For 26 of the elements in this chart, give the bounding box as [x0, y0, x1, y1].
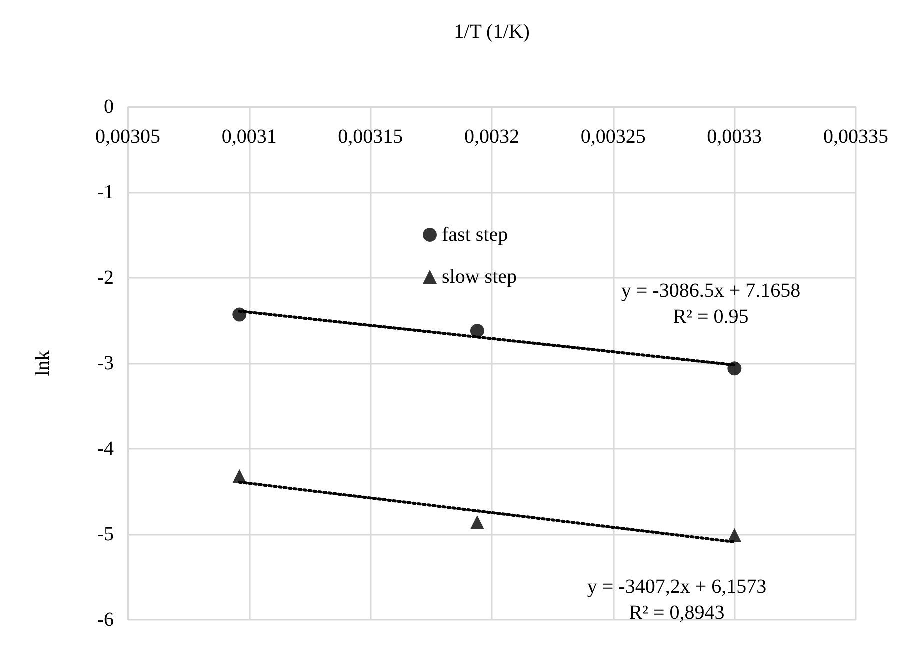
y-tick-label: 0: [104, 96, 114, 118]
x-tick-label: 0,00315: [338, 126, 404, 148]
y-tick-label: -5: [97, 524, 114, 546]
y-tick-label: -2: [97, 267, 114, 289]
y-axis-title: lnk: [32, 350, 54, 376]
point: [470, 324, 484, 338]
x-tick-label: 0,00335: [824, 126, 888, 148]
y-tick-label: -1: [97, 182, 114, 204]
annotation: y = -3086.5x + 7.1658 R² = 0.95: [621, 280, 801, 328]
point: [470, 516, 484, 530]
annotation: y = -3407,2x + 6,1573 R² = 0,8943: [587, 576, 767, 624]
x-tick-label: 0,00305: [96, 126, 160, 148]
point: [728, 528, 742, 542]
x-tick-label: 0,00325: [580, 126, 646, 148]
x-tick-label: 0,0032: [464, 126, 520, 148]
point: [232, 469, 247, 484]
legend-label: fast step: [442, 224, 508, 246]
y-tick-label: -3: [97, 352, 114, 374]
y-tick-label: -4: [97, 438, 114, 460]
point: [728, 362, 742, 376]
point: [232, 308, 247, 322]
y-tick-label: -6: [97, 609, 114, 631]
x-axis-title: 1/T (1/K): [454, 21, 530, 43]
x-tick-label: 0,0033: [707, 126, 762, 148]
legend-label: slow step: [442, 266, 517, 288]
x-tick-label: 0,0031: [222, 126, 277, 148]
